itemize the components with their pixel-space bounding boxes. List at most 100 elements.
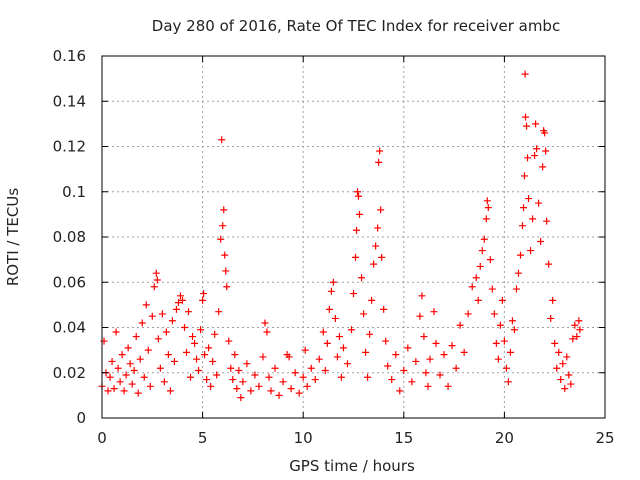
- data-point: [472, 274, 480, 282]
- data-point: [448, 342, 456, 350]
- data-point: [223, 283, 231, 291]
- data-point: [331, 314, 339, 322]
- data-point: [339, 344, 347, 352]
- data-point: [464, 310, 472, 318]
- data-point: [420, 333, 428, 341]
- data-point: [412, 357, 420, 365]
- data-point: [565, 371, 573, 379]
- data-point: [172, 305, 180, 313]
- data-point: [537, 238, 545, 246]
- data-point: [193, 355, 201, 363]
- data-point: [329, 278, 337, 286]
- data-point: [162, 328, 170, 336]
- data-point: [483, 197, 491, 205]
- y-axis-label: ROTI / TECUs: [4, 188, 22, 286]
- data-point: [140, 373, 148, 381]
- data-point: [243, 360, 251, 368]
- data-point: [444, 382, 452, 390]
- data-point: [362, 348, 370, 356]
- data-point: [200, 290, 208, 298]
- data-point: [404, 344, 412, 352]
- data-point: [279, 378, 287, 386]
- data-point: [575, 317, 583, 325]
- data-point: [529, 215, 537, 223]
- data-point: [388, 376, 396, 384]
- data-point: [482, 215, 490, 223]
- data-point: [144, 346, 152, 354]
- data-point: [494, 355, 502, 363]
- data-point: [120, 387, 128, 395]
- data-point: [146, 382, 154, 390]
- data-point: [227, 364, 235, 372]
- data-point: [217, 235, 225, 243]
- data-point: [114, 364, 122, 372]
- data-point: [201, 351, 209, 359]
- data-point: [576, 326, 584, 334]
- data-point: [545, 260, 553, 268]
- data-point: [126, 360, 134, 368]
- data-point: [521, 70, 529, 78]
- data-point: [512, 285, 520, 293]
- y-tick-label: 0.1: [62, 183, 86, 201]
- data-point: [400, 366, 408, 374]
- data-point: [563, 353, 571, 361]
- data-point: [573, 333, 581, 341]
- axis-ticks: [101, 55, 606, 419]
- data-point: [521, 172, 529, 180]
- data-point: [559, 360, 567, 368]
- data-point: [504, 378, 512, 386]
- data-point: [203, 376, 211, 384]
- data-point: [557, 376, 565, 384]
- data-point: [218, 136, 226, 144]
- data-point: [207, 382, 215, 390]
- x-tick-label: 15: [394, 429, 413, 447]
- data-point: [213, 371, 221, 379]
- data-point: [170, 357, 178, 365]
- y-tick-label: 0.12: [53, 138, 86, 156]
- data-point: [571, 321, 579, 329]
- data-point: [474, 296, 482, 304]
- data-point: [492, 339, 500, 347]
- data-point: [480, 235, 488, 243]
- data-point: [478, 247, 486, 255]
- x-tick-label: 10: [294, 429, 313, 447]
- data-point: [416, 312, 424, 320]
- data-point: [271, 364, 279, 372]
- x-tick-label: 5: [198, 429, 208, 447]
- data-point: [130, 366, 138, 374]
- data-point: [418, 292, 426, 300]
- data-point: [108, 357, 116, 365]
- data-point: [549, 296, 557, 304]
- data-point: [366, 330, 374, 338]
- data-point: [396, 387, 404, 395]
- data-point: [307, 364, 315, 372]
- data-point: [285, 353, 293, 361]
- data-point: [561, 385, 569, 393]
- data-point: [132, 333, 140, 341]
- data-point: [168, 317, 176, 325]
- data-point: [424, 382, 432, 390]
- data-point: [486, 256, 494, 264]
- data-point: [376, 147, 384, 155]
- data-point: [506, 348, 514, 356]
- y-tick-label: 0.04: [53, 319, 86, 337]
- data-point: [380, 305, 388, 313]
- data-point: [180, 324, 188, 331]
- data-point: [265, 373, 273, 381]
- data-point: [567, 380, 575, 388]
- data-point: [211, 330, 219, 338]
- data-point: [527, 247, 535, 255]
- data-point: [124, 344, 132, 352]
- data-point: [502, 364, 510, 372]
- data-point: [488, 285, 496, 293]
- data-point: [209, 357, 217, 365]
- data-point: [315, 355, 323, 363]
- data-point: [220, 206, 228, 214]
- data-point: [524, 154, 532, 162]
- data-point: [166, 387, 174, 395]
- data-point: [158, 310, 166, 318]
- data-point: [368, 296, 376, 304]
- data-point: [215, 308, 223, 316]
- data-point: [516, 251, 524, 259]
- data-point: [275, 391, 283, 399]
